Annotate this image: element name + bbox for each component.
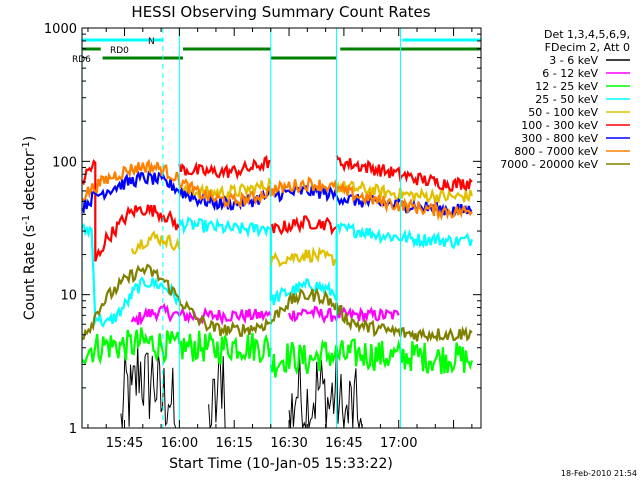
x-tick-label-2: 16:15 [215,436,252,451]
series-5-segment-2 [270,215,338,236]
x-tick-label-1: 16:00 [161,436,198,451]
legend-entry-5: 100 - 300 keV [521,119,598,132]
plot-frame [81,27,482,429]
vertical-markers [81,28,482,428]
y-tick-labels: 1 10 100 1000 [44,22,77,437]
x-tick-label-4: 16:45 [325,436,362,451]
legend-entry-6: 300 - 800 keV [521,132,598,145]
series-0-segment-2 [288,345,363,429]
series-3-segment-3 [335,222,473,250]
series-2-segment-0 [81,327,272,366]
series-3-segment-0 [81,222,181,328]
series-5-segment-1 [178,155,272,181]
x-tick-labels: 15:45 16:00 16:15 16:30 16:45 17:00 [106,436,418,451]
generation-timestamp: 18-Feb-2010 21:54 [561,469,637,478]
series-1-segment-1 [288,305,400,325]
ylabel-part-2: detector [22,151,38,215]
series-3-segment-1 [178,215,272,301]
legend-entry-8: 7000 - 20000 keV [500,158,598,171]
ylabel-part-3: ) [22,136,38,141]
series-group [81,154,473,429]
chart-title: HESSI Observing Summary Count Rates [131,3,430,21]
legend-entry-3: 25 - 50 keV [535,93,598,106]
legend-entry-2: 12 - 25 keV [535,80,598,93]
ylabel-part-1: Count Rate (s [22,225,38,320]
legend-entry-0: 3 - 6 keV [549,54,598,67]
series-2 [81,327,473,378]
y-tick-label-0: 1 [69,422,77,437]
x-tick-label-3: 16:30 [270,436,307,451]
legend-entry-7: 800 - 7000 keV [514,145,598,158]
series-5-segment-0 [81,159,181,262]
series-5-segment-3 [335,154,473,192]
flag-label-RD0: RD0 [110,46,129,56]
y-axis-label: Count Rate (s-1 detector-1) [21,136,38,320]
series-4-segment-2 [269,246,337,268]
legend-header-1: FDecim 2, Att 0 [545,41,630,54]
flag-label-N: N [148,37,155,47]
series-3-segment-2 [269,231,338,306]
series-2-segment-1 [269,338,473,378]
y-tick-label-2: 100 [52,155,77,170]
series-6-segment-0 [81,170,473,217]
x-tick-label-0: 15:45 [106,436,143,451]
x-tick-label-5: 17:00 [380,436,417,451]
series-6 [81,170,473,217]
x-axis-label: Start Time (10-Jan-05 15:33:22) [169,456,393,472]
series-4-segment-3 [335,180,473,205]
axis-ticks [82,28,481,429]
series-7-segment-0 [81,158,473,222]
legend: Det 1,3,4,5,6,9,FDecim 2, Att 03 - 6 keV… [500,28,630,171]
series-0-segment-1 [208,355,227,429]
legend-header-0: Det 1,3,4,5,6,9, [544,28,630,41]
series-3 [81,215,473,328]
y-tick-label-3: 1000 [44,22,77,37]
series-8-segment-0 [81,263,473,343]
series-8 [81,263,473,343]
series-4-segment-0 [130,230,181,255]
series-7 [81,158,473,222]
y-tick-label-1: 10 [60,289,77,304]
ylabel-sup-2: -1 [21,141,32,151]
series-0-segment-0 [120,344,177,429]
legend-entry-1: 6 - 12 keV [542,67,598,80]
ylabel-sup-1: -1 [21,215,32,225]
legend-entry-4: 50 - 100 keV [528,106,598,119]
series-5 [81,154,473,262]
